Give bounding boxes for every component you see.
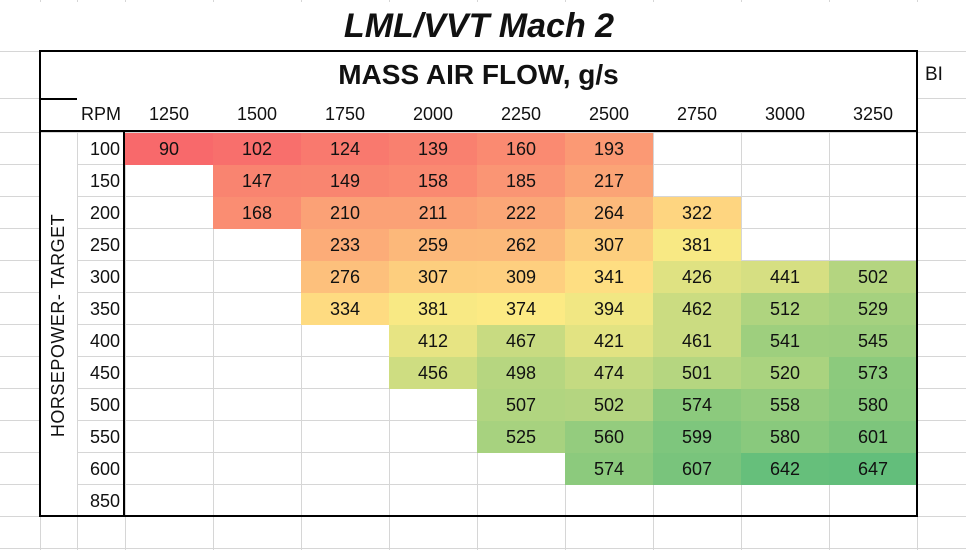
- row-header-350[interactable]: 350: [89, 298, 120, 319]
- table-cell[interactable]: 158: [389, 165, 477, 197]
- column-header-3250[interactable]: 3250: [829, 98, 917, 130]
- table-cell[interactable]: 412: [389, 325, 477, 357]
- row-header-250[interactable]: 250: [89, 234, 120, 255]
- column-header-2250[interactable]: 2250: [477, 98, 565, 130]
- row-header-400[interactable]: 400: [89, 330, 120, 351]
- row-header-500[interactable]: 500: [89, 394, 120, 415]
- table-cell[interactable]: 601: [829, 421, 917, 453]
- table-cell[interactable]: 580: [741, 421, 829, 453]
- table-cell[interactable]: 573: [829, 357, 917, 389]
- table-cell[interactable]: 341: [565, 261, 653, 293]
- table-cell[interactable]: 160: [477, 133, 565, 165]
- table-cell[interactable]: 574: [565, 453, 653, 485]
- gridline-h: [0, 484, 966, 485]
- gridline-v: [77, 0, 78, 550]
- table-cell[interactable]: 474: [565, 357, 653, 389]
- row-header-100[interactable]: 100: [89, 138, 120, 159]
- table-cell[interactable]: 426: [653, 261, 741, 293]
- table-cell[interactable]: 374: [477, 293, 565, 325]
- table-cell[interactable]: 502: [565, 389, 653, 421]
- table-cell[interactable]: 307: [389, 261, 477, 293]
- table-cell[interactable]: 529: [829, 293, 917, 325]
- table-cell[interactable]: 498: [477, 357, 565, 389]
- table-cell[interactable]: 545: [829, 325, 917, 357]
- table-cell[interactable]: 599: [653, 421, 741, 453]
- row-header-450[interactable]: 450: [89, 362, 120, 383]
- table-cell[interactable]: 193: [565, 133, 653, 165]
- table-cell[interactable]: 394: [565, 293, 653, 325]
- table-cell[interactable]: 467: [477, 325, 565, 357]
- gridline-h: [0, 132, 966, 133]
- table-cell[interactable]: 607: [653, 453, 741, 485]
- table-cell[interactable]: 462: [653, 293, 741, 325]
- table-cell[interactable]: 461: [653, 325, 741, 357]
- table-cell[interactable]: 642: [741, 453, 829, 485]
- table-cell[interactable]: 264: [565, 197, 653, 229]
- row-header-300[interactable]: 300: [89, 266, 120, 287]
- table-cell[interactable]: 211: [389, 197, 477, 229]
- row-header-850[interactable]: 850: [89, 490, 120, 511]
- table-cell[interactable]: 501: [653, 357, 741, 389]
- table-cell[interactable]: 262: [477, 229, 565, 261]
- header-divider: [41, 130, 916, 132]
- table-cell[interactable]: 147: [213, 165, 301, 197]
- table-border: [39, 50, 918, 517]
- table-cell[interactable]: 525: [477, 421, 565, 453]
- table-cell[interactable]: 560: [565, 421, 653, 453]
- table-cell[interactable]: 259: [389, 229, 477, 261]
- table-cell[interactable]: 421: [565, 325, 653, 357]
- table-cell[interactable]: 307: [565, 229, 653, 261]
- table-cell[interactable]: 381: [389, 293, 477, 325]
- table-cell[interactable]: 322: [653, 197, 741, 229]
- table-cell[interactable]: 276: [301, 261, 389, 293]
- table-cell[interactable]: 102: [213, 133, 301, 165]
- table-cell[interactable]: 210: [301, 197, 389, 229]
- table-cell[interactable]: 441: [741, 261, 829, 293]
- row-header-600[interactable]: 600: [89, 458, 120, 479]
- sheet-title: LML/VVT Mach 2: [40, 2, 918, 50]
- table-cell[interactable]: 580: [829, 389, 917, 421]
- table-cell[interactable]: 334: [301, 293, 389, 325]
- row-axis-label: HORSEPOWER- TARGET: [41, 134, 77, 516]
- table-cell[interactable]: 512: [741, 293, 829, 325]
- table-cell[interactable]: 456: [389, 357, 477, 389]
- table-cell[interactable]: 502: [829, 261, 917, 293]
- table-cell[interactable]: 233: [301, 229, 389, 261]
- table-cell[interactable]: 520: [741, 357, 829, 389]
- table-cell[interactable]: 574: [653, 389, 741, 421]
- table-cell[interactable]: 381: [653, 229, 741, 261]
- gridline-v: [125, 0, 126, 550]
- table-cell[interactable]: 124: [301, 133, 389, 165]
- row-header-550[interactable]: 550: [89, 426, 120, 447]
- column-header-2000[interactable]: 2000: [389, 98, 477, 130]
- table-cell[interactable]: 90: [125, 133, 213, 165]
- gridline-v: [213, 0, 214, 550]
- table-cell[interactable]: 507: [477, 389, 565, 421]
- table-cell[interactable]: 309: [477, 261, 565, 293]
- table-cell[interactable]: 139: [389, 133, 477, 165]
- table-cell[interactable]: 185: [477, 165, 565, 197]
- row-label-divider: [123, 132, 125, 516]
- rpm-header-label: RPM: [77, 98, 125, 130]
- table-cell[interactable]: 541: [741, 325, 829, 357]
- row-header-200[interactable]: 200: [89, 202, 120, 223]
- table-cell[interactable]: 168: [213, 197, 301, 229]
- column-header-1500[interactable]: 1500: [213, 98, 301, 130]
- table-cell[interactable]: 217: [565, 165, 653, 197]
- row-header-150[interactable]: 150: [89, 170, 120, 191]
- table-cell[interactable]: 222: [477, 197, 565, 229]
- column-header-1250[interactable]: 1250: [125, 98, 213, 130]
- column-header-1750[interactable]: 1750: [301, 98, 389, 130]
- column-header-2500[interactable]: 2500: [565, 98, 653, 130]
- table-cell[interactable]: 647: [829, 453, 917, 485]
- table-cell[interactable]: 149: [301, 165, 389, 197]
- column-header-3000[interactable]: 3000: [741, 98, 829, 130]
- gridline-h: [0, 548, 966, 549]
- column-header-2750[interactable]: 2750: [653, 98, 741, 130]
- side-cell-text[interactable]: BI: [925, 64, 943, 85]
- table-cell[interactable]: 558: [741, 389, 829, 421]
